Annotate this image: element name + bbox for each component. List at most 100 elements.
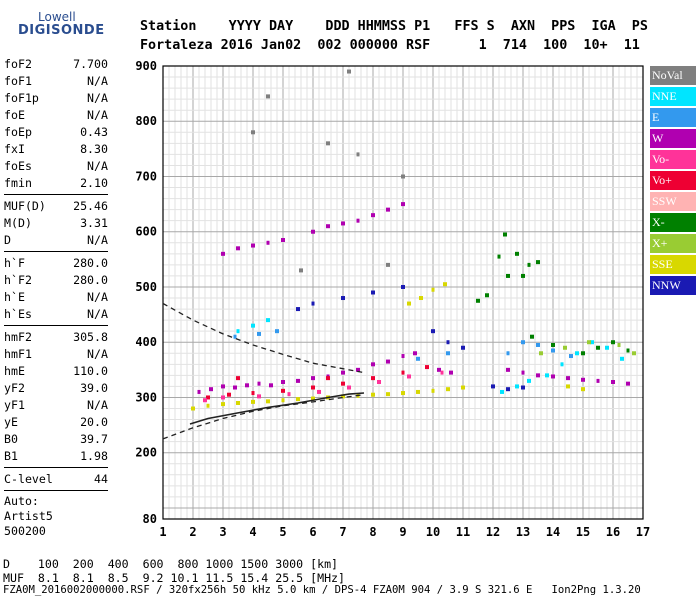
echo-point xyxy=(299,268,303,273)
echo-point xyxy=(413,351,417,356)
echo-point xyxy=(431,329,435,334)
echo-point xyxy=(311,301,315,306)
autoscaling-info: Auto: xyxy=(4,494,39,508)
echo-point xyxy=(401,174,405,179)
param-value: 8.30 xyxy=(80,142,108,156)
muf-row: MUF 8.1 8.1 8.5 9.2 10.1 11.5 15.4 25.5 … xyxy=(3,571,346,585)
x-tick-label: 5 xyxy=(279,525,286,539)
param-label: h`Es xyxy=(4,307,32,321)
echo-point xyxy=(527,378,531,383)
echo-point xyxy=(587,340,591,345)
param-row: h`Es N/A xyxy=(4,306,108,323)
echo-point xyxy=(287,392,291,397)
echo-point xyxy=(269,383,273,388)
y-tick-label: 80 xyxy=(143,512,157,526)
echo-point xyxy=(566,384,570,389)
param-value: N/A xyxy=(87,74,108,88)
echo-point xyxy=(197,389,201,394)
param-value: N/A xyxy=(87,108,108,122)
param-row: fmin 2.10 xyxy=(4,175,108,192)
echo-point xyxy=(347,69,351,74)
echo-point xyxy=(371,290,375,295)
file-info-line: FZA0M_2016002000000.RSF / 320fx256h 50 k… xyxy=(3,584,641,596)
echo-point xyxy=(401,354,405,359)
param-value: 0.43 xyxy=(80,125,108,139)
legend-item: X+ xyxy=(650,234,696,253)
echo-point xyxy=(581,351,585,356)
echo-point xyxy=(221,384,225,389)
param-row: M(D) 3.31 xyxy=(4,215,108,232)
echo-point xyxy=(611,340,615,345)
echo-point xyxy=(236,329,240,334)
param-row: foF2 7.700 xyxy=(4,56,108,73)
param-value: N/A xyxy=(87,347,108,361)
echo-point xyxy=(446,387,450,392)
echo-point xyxy=(341,296,345,301)
echo-point xyxy=(527,262,531,267)
echo-point xyxy=(605,345,609,350)
legend-item: E xyxy=(650,108,696,127)
param-row: yE 20.0 xyxy=(4,414,108,431)
echo-point xyxy=(500,389,504,394)
param-separator xyxy=(4,467,108,468)
dashed-upper-curve xyxy=(162,302,365,374)
echo-point xyxy=(356,367,360,372)
param-row: MUF(D) 25.46 xyxy=(4,198,108,215)
param-label: yF1 xyxy=(4,398,25,412)
param-value: 280.0 xyxy=(73,273,108,287)
param-row: foEs N/A xyxy=(4,158,108,175)
echo-point xyxy=(560,362,564,367)
echo-point xyxy=(545,373,549,378)
echo-point xyxy=(506,367,510,372)
station-header: Station YYYY DAY DDD HHMMSS P1 FFS S AXN… xyxy=(140,17,648,55)
param-label: h`F xyxy=(4,256,25,270)
logo-line2: DIGISONDE xyxy=(18,23,105,38)
param-label: hmF2 xyxy=(4,330,32,344)
echo-point xyxy=(521,370,525,375)
echo-point xyxy=(416,389,420,394)
echo-point xyxy=(461,345,465,350)
param-value: 7.700 xyxy=(73,57,108,71)
param-value: 280.0 xyxy=(73,256,108,270)
echo-point xyxy=(563,345,567,350)
x-tick-label: 11 xyxy=(456,525,470,539)
param-row: D N/A xyxy=(4,232,108,249)
param-value: N/A xyxy=(87,91,108,105)
echo-point xyxy=(341,394,345,399)
echo-point xyxy=(311,396,315,401)
echo-point xyxy=(371,376,375,381)
echo-point xyxy=(266,399,270,404)
legend-item: W xyxy=(650,129,696,148)
param-row: foF1p N/A xyxy=(4,90,108,107)
echo-point xyxy=(236,400,240,405)
echo-point xyxy=(551,374,555,379)
param-label: B0 xyxy=(4,432,18,446)
echo-point xyxy=(551,342,555,347)
param-row: h`F 280.0 xyxy=(4,255,108,272)
autoscaling-info: Artist5 xyxy=(4,509,53,523)
x-tick-label: 4 xyxy=(249,525,256,539)
echo-point xyxy=(386,359,390,364)
echo-point xyxy=(371,362,375,367)
logo-line1: Lowell xyxy=(38,10,76,24)
distance-muf-table: D 100 200 400 600 800 1000 1500 3000 [km… xyxy=(3,557,345,585)
echo-point xyxy=(401,284,405,289)
echo-point xyxy=(617,342,621,347)
echo-point xyxy=(575,351,579,356)
echo-point xyxy=(266,240,270,245)
legend-item: NoVal xyxy=(650,66,696,85)
param-row: h`E N/A xyxy=(4,289,108,306)
echo-point xyxy=(341,381,345,386)
echo-point xyxy=(341,370,345,375)
echo-point xyxy=(569,354,573,359)
param-label: fmin xyxy=(4,176,32,190)
echo-point xyxy=(551,348,555,353)
echo-point xyxy=(401,370,405,375)
echo-point xyxy=(581,377,585,382)
y-tick-label: 700 xyxy=(135,169,157,183)
header-labels-row: Station YYYY DAY DDD HHMMSS P1 FFS S AXN… xyxy=(140,19,648,34)
legend-item: X- xyxy=(650,213,696,232)
x-tick-label: 12 xyxy=(486,525,500,539)
y-tick-label: 600 xyxy=(135,225,157,239)
param-value: 2.10 xyxy=(80,176,108,190)
